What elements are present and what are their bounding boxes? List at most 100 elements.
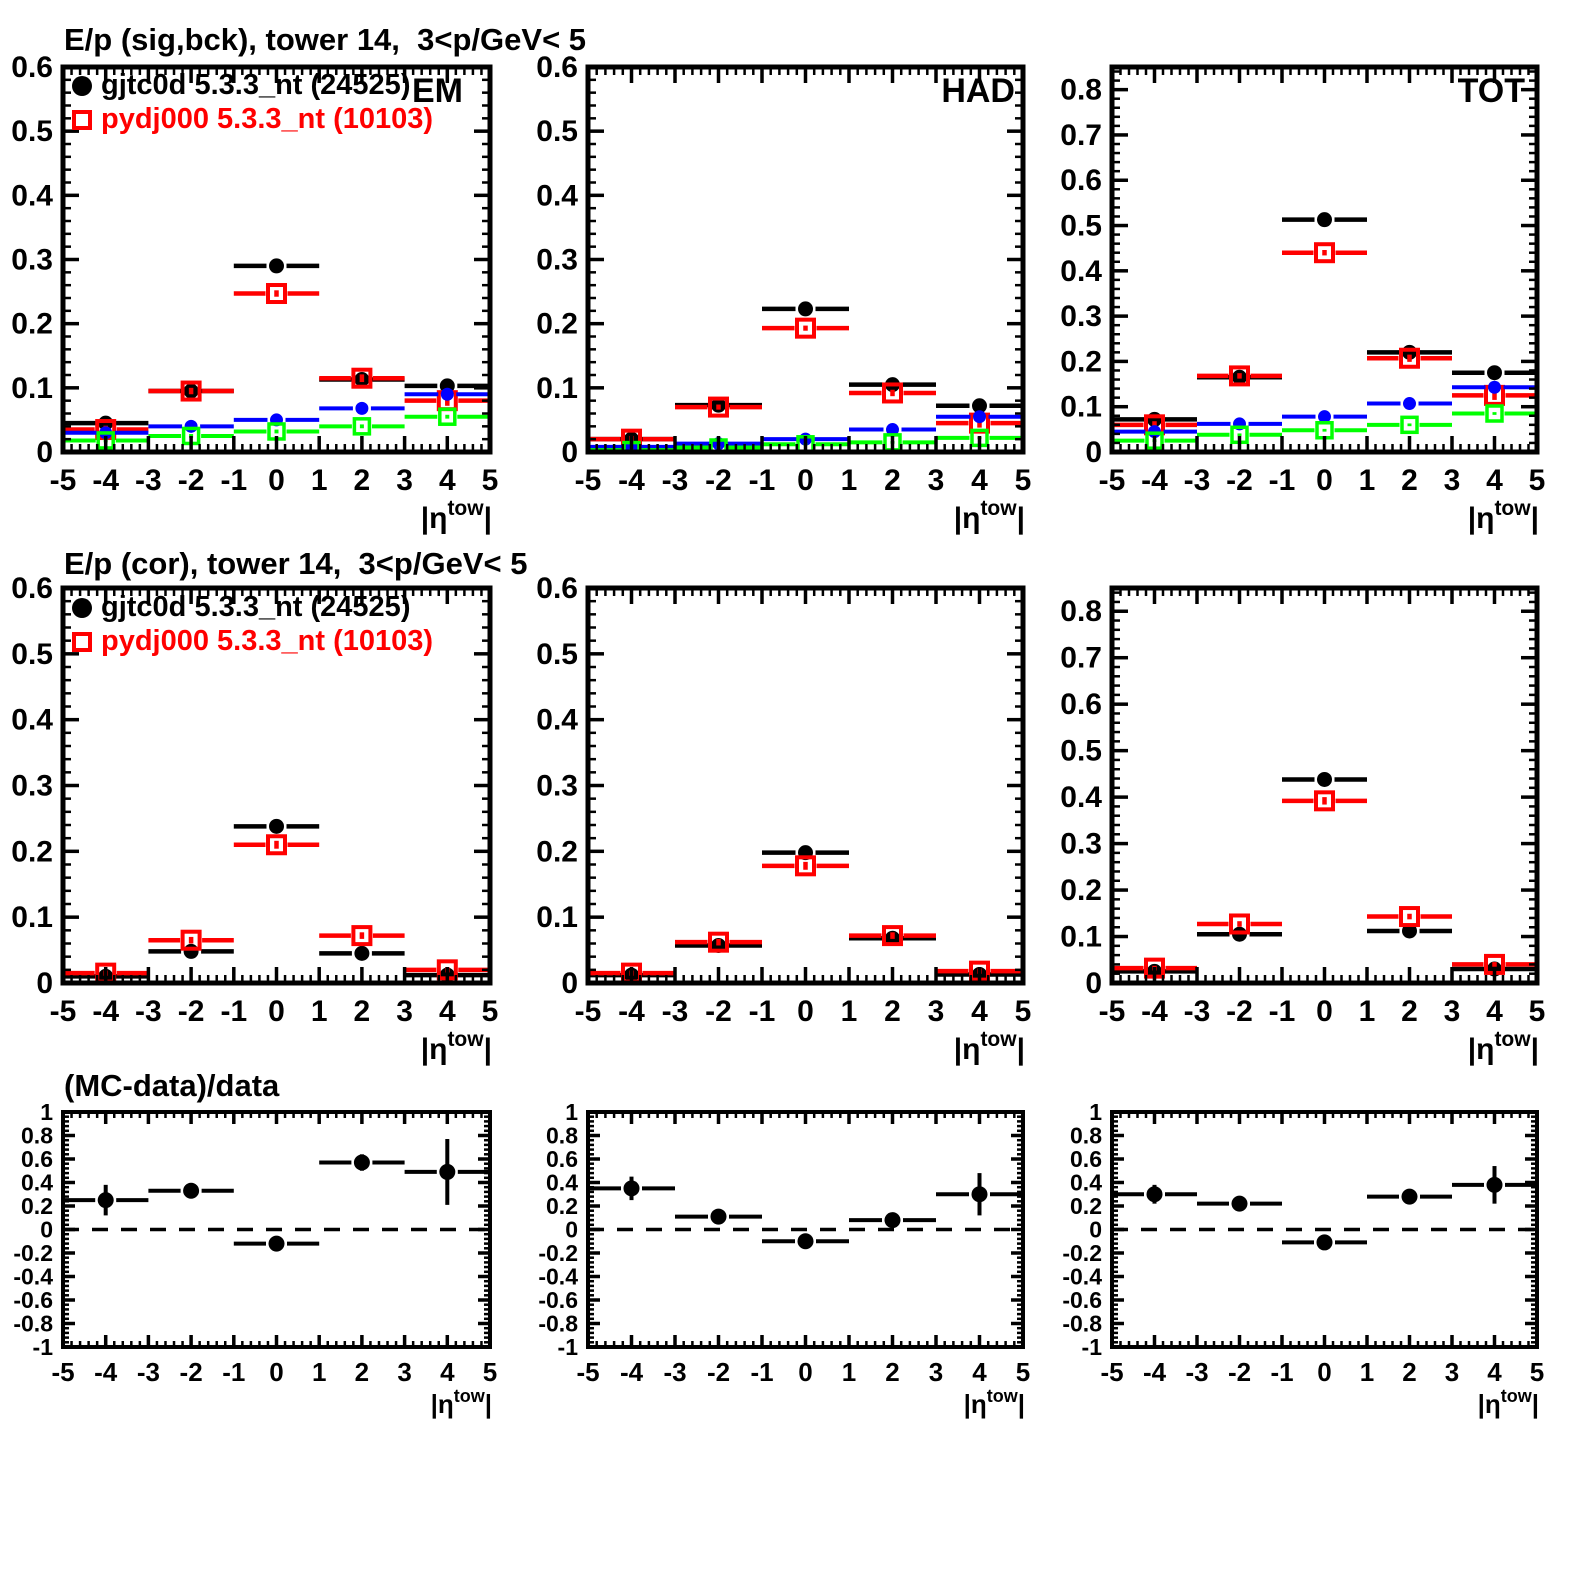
data-point-marker	[1314, 790, 1335, 812]
x-tick-label: 1	[841, 464, 858, 497]
x-axis-label: |ηtow|	[421, 1028, 492, 1066]
y-tick-label: 0.1	[1060, 921, 1102, 954]
y-tick-label: 0.5	[1060, 210, 1102, 243]
legend-label: gjtc0d 5.3.3_nt (24525)	[101, 591, 411, 623]
y-tick-label: 0.6	[1060, 164, 1102, 197]
x-tick-label: -4	[1143, 1357, 1167, 1387]
data-point-marker	[708, 396, 729, 418]
x-tick-label: 4	[440, 1357, 455, 1387]
x-tick-label: -4	[618, 464, 645, 497]
y-tick-label: 0.2	[21, 1193, 53, 1219]
y-tick-label: 0	[1085, 436, 1102, 469]
x-tick-label: 3	[396, 995, 413, 1028]
x-tick-label: -1	[220, 464, 247, 497]
x-tick-label: 3	[1444, 464, 1461, 497]
data-point-marker	[795, 317, 816, 339]
x-tick-label: -2	[1226, 995, 1253, 1028]
y-tick-label: 0.4	[1060, 255, 1102, 288]
y-tick-label: 0.4	[11, 179, 53, 212]
y-tick-label: -0.4	[538, 1264, 578, 1290]
x-tick-label: -4	[618, 995, 645, 1028]
panel-label-em: EM	[412, 72, 463, 110]
x-tick-label: -2	[705, 995, 732, 1028]
x-tick-label: -1	[1269, 995, 1296, 1028]
data-point-marker	[882, 382, 903, 404]
data-point-marker	[1399, 906, 1420, 928]
y-tick-label: 0.5	[11, 115, 53, 148]
y-tick-label: 0.4	[546, 1170, 578, 1196]
x-tick-label: -5	[1099, 995, 1126, 1028]
filled-circle-marker-icon	[72, 75, 92, 96]
x-tick-label: 4	[1486, 464, 1503, 497]
y-tick-label: -0.2	[1062, 1240, 1102, 1266]
title-ratio: (MC-data)/data	[64, 1068, 280, 1103]
x-tick-label: 4	[1486, 995, 1503, 1028]
x-tick-label: -3	[662, 464, 689, 497]
x-tick-label: 4	[1487, 1357, 1502, 1387]
y-tick-label: -0.8	[1062, 1311, 1102, 1337]
x-tick-label: 3	[1445, 1357, 1459, 1387]
x-tick-label: 1	[842, 1357, 856, 1387]
y-tick-label: 0.4	[1060, 781, 1102, 814]
x-tick-label: 3	[1444, 995, 1461, 1028]
x-tick-label: 2	[884, 464, 901, 497]
x-tick-label: 1	[311, 995, 328, 1028]
y-tick-label: -0.4	[1062, 1264, 1102, 1290]
x-tick-label: 4	[971, 995, 988, 1028]
x-tick-label: 5	[1529, 464, 1546, 497]
x-tick-label: -3	[1185, 1357, 1208, 1387]
y-tick-label: 0.4	[536, 179, 578, 212]
y-tick-label: 0.7	[1060, 119, 1102, 152]
y-tick-label: 0	[36, 967, 53, 1000]
y-tick-label: 0.2	[546, 1193, 578, 1219]
x-tick-label: 2	[354, 995, 371, 1028]
panel-sigbck-em: -5 -4 -3 -2 -1 0 1 2 3 4 500.10.20.30.40.50.6|ηtow…	[11, 51, 498, 535]
x-tick-label: 3	[928, 464, 945, 497]
x-tick-label: 5	[482, 464, 499, 497]
y-tick-label: 0.2	[536, 308, 578, 341]
x-tick-label: -2	[1228, 1357, 1251, 1387]
x-tick-label: 4	[439, 464, 456, 497]
x-tick-label: -2	[180, 1357, 203, 1387]
y-tick-label: -0.8	[538, 1311, 578, 1337]
y-tick-label: 0.3	[536, 770, 578, 803]
y-tick-label: 0	[561, 967, 578, 1000]
x-tick-label: 1	[1359, 995, 1376, 1028]
x-tick-label: -3	[1184, 464, 1211, 497]
x-tick-label: 2	[1402, 1357, 1416, 1387]
y-tick-label: 0.2	[1060, 345, 1102, 378]
data-point-marker	[1229, 365, 1250, 387]
y-tick-label: 0.6	[1060, 688, 1102, 721]
x-tick-label: -4	[1141, 995, 1168, 1028]
y-tick-label: 0.6	[536, 51, 578, 84]
y-tick-label: 0.4	[21, 1170, 53, 1196]
y-tick-label: 0	[1089, 1217, 1102, 1243]
panel-label-had: HAD	[941, 72, 1015, 110]
x-tick-label: -1	[750, 1357, 773, 1387]
x-tick-label: 4	[439, 995, 456, 1028]
y-tick-label: -0.8	[13, 1311, 53, 1337]
y-tick-label: 0.3	[1060, 300, 1102, 333]
y-tick-label: 0.5	[536, 115, 578, 148]
y-tick-label: -0.4	[13, 1264, 53, 1290]
y-tick-label: 0	[36, 436, 53, 469]
x-axis-label: |ηtow|	[431, 1386, 492, 1419]
legend-sigbck: gjtc0d 5.3.3_nt (24525) pydj000 5.3.3_nt…	[72, 69, 433, 135]
y-tick-label: 0.8	[1070, 1123, 1102, 1149]
x-tick-label: -5	[1100, 1357, 1123, 1387]
data-point-marker	[180, 380, 202, 402]
y-tick-label: 0.2	[1070, 1193, 1102, 1219]
x-tick-label: 3	[397, 1357, 411, 1387]
x-tick-label: -5	[51, 1357, 74, 1387]
legend-entry-gjtc0d: gjtc0d 5.3.3_nt (24525)	[72, 591, 433, 623]
x-tick-label: 5	[1015, 995, 1032, 1028]
y-tick-label: 0.4	[11, 704, 53, 737]
y-tick-label: -0.6	[13, 1287, 53, 1313]
data-series-group	[63, 258, 490, 450]
open-square-marker-icon	[72, 631, 92, 652]
y-tick-label: 0.8	[21, 1123, 53, 1149]
y-tick-label: 0.6	[11, 572, 53, 605]
y-tick-label: 0.1	[1060, 391, 1102, 424]
x-tick-label: 1	[312, 1357, 326, 1387]
